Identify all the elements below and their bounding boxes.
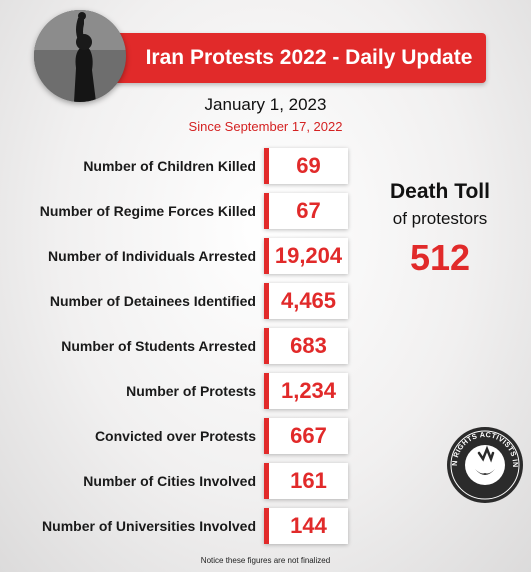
stat-value: 683 xyxy=(264,328,348,364)
death-toll-subtitle: of protestors xyxy=(392,209,488,228)
stat-label: Number of Detainees Identified xyxy=(49,293,256,309)
stat-label: Number of Regime Forces Killed xyxy=(39,203,256,219)
stat-row-cities-involved: Number of Cities Involved 161 xyxy=(0,463,531,499)
stat-row-children-killed: Number of Children Killed 69 xyxy=(0,148,531,184)
stat-label: Number of Individuals Arrested xyxy=(48,248,256,264)
stat-value: 69 xyxy=(264,148,348,184)
stat-label: Number of Universities Involved xyxy=(42,518,256,534)
stat-label: Number of Cities Involved xyxy=(83,473,256,489)
stat-value: 667 xyxy=(264,418,348,454)
stat-value: 4,465 xyxy=(264,283,348,319)
stat-label: Number of Children Killed xyxy=(83,158,256,174)
stat-value: 19,204 xyxy=(264,238,348,274)
hrai-logo: HUMAN RIGHTS ACTIVISTS IN IRAN xyxy=(442,418,525,505)
protester-photo xyxy=(34,10,126,102)
stat-row-universities-involved: Number of Universities Involved 144 xyxy=(0,508,531,544)
stat-row-individuals-arrested: Number of Individuals Arrested 19,204 xyxy=(0,238,531,274)
stat-label: Number of Students Arrested xyxy=(61,338,256,354)
footnote: Notice these figures are not finalized xyxy=(200,556,331,565)
stat-value: 1,234 xyxy=(264,373,348,409)
death-toll-title: Death Toll xyxy=(390,180,490,203)
page-title: Iran Protests 2022 - Daily Update xyxy=(145,46,473,69)
stat-value: 161 xyxy=(264,463,348,499)
death-toll-value: 512 xyxy=(409,237,471,278)
stat-row-detainees-identified: Number of Detainees Identified 4,465 xyxy=(0,283,531,319)
since-date: Since September 17, 2022 xyxy=(188,119,343,134)
stat-label: Number of Protests xyxy=(126,383,256,399)
stat-row-students-arrested: Number of Students Arrested 683 xyxy=(0,328,531,364)
stat-value: 67 xyxy=(264,193,348,229)
title-banner xyxy=(110,33,486,83)
stat-row-regime-forces-killed: Number of Regime Forces Killed 67 xyxy=(0,193,531,229)
update-date: January 1, 2023 xyxy=(204,95,327,114)
stat-label: Convicted over Protests xyxy=(94,428,256,444)
stat-row-protests: Number of Protests 1,234 xyxy=(0,373,531,409)
stat-row-convicted: Convicted over Protests 667 xyxy=(0,418,531,454)
stat-value: 144 xyxy=(264,508,348,544)
